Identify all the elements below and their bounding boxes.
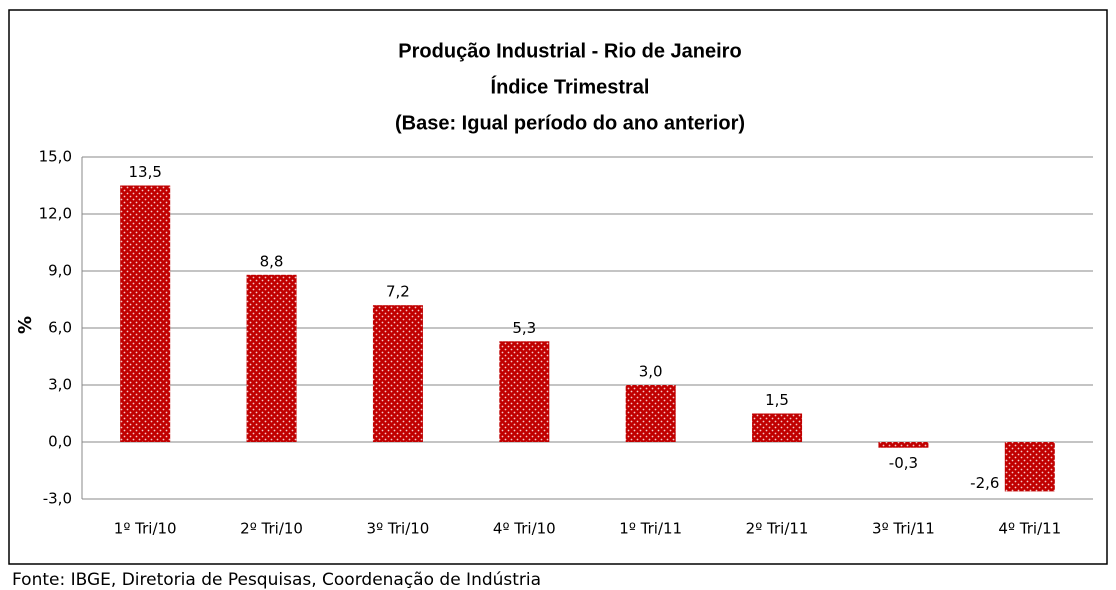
x-tick-label: 2º Tri/10 [240, 520, 303, 538]
data-label: 8,8 [260, 252, 284, 270]
bar [372, 305, 423, 442]
bar [246, 274, 297, 442]
data-label: 1,5 [765, 391, 789, 409]
bar [120, 185, 171, 442]
data-label: 5,3 [512, 319, 536, 337]
y-tick-label: 15,0 [39, 148, 72, 166]
x-tick-label: 2º Tri/11 [746, 520, 809, 538]
data-label: 7,2 [386, 283, 410, 301]
bar [1004, 442, 1055, 492]
bar [625, 385, 676, 442]
chart-title: Produção Industrial - Rio de Janeiro [398, 40, 741, 62]
data-label: 13,5 [128, 163, 161, 181]
y-tick-label: 12,0 [39, 205, 72, 223]
source-note: Fonte: IBGE, Diretoria de Pesquisas, Coo… [12, 570, 541, 590]
y-tick-label: 6,0 [48, 319, 72, 337]
x-tick-label: 1º Tri/10 [114, 520, 177, 538]
x-tick-label: 3º Tri/11 [872, 520, 935, 538]
data-label: 3,0 [639, 363, 663, 381]
bar [878, 442, 929, 448]
y-tick-label: -3,0 [43, 490, 72, 508]
x-tick-label: 4º Tri/11 [998, 520, 1061, 538]
y-tick-label: 3,0 [48, 376, 72, 394]
chart-title: Índice Trimestral [491, 75, 650, 98]
chart-border [8, 9, 1108, 565]
x-tick-label: 3º Tri/10 [367, 520, 430, 538]
y-tick-label: 9,0 [48, 262, 72, 280]
y-axis-label: % [15, 316, 36, 334]
y-tick-label: 0,0 [48, 433, 72, 451]
bar [752, 413, 803, 442]
x-tick-label: 4º Tri/10 [493, 520, 556, 538]
x-tick-label: 1º Tri/11 [619, 520, 682, 538]
chart-title: (Base: Igual período do ano anterior) [395, 112, 745, 134]
data-label: -0,3 [889, 454, 918, 472]
bar [499, 341, 550, 442]
data-label: -2,6 [970, 474, 999, 492]
